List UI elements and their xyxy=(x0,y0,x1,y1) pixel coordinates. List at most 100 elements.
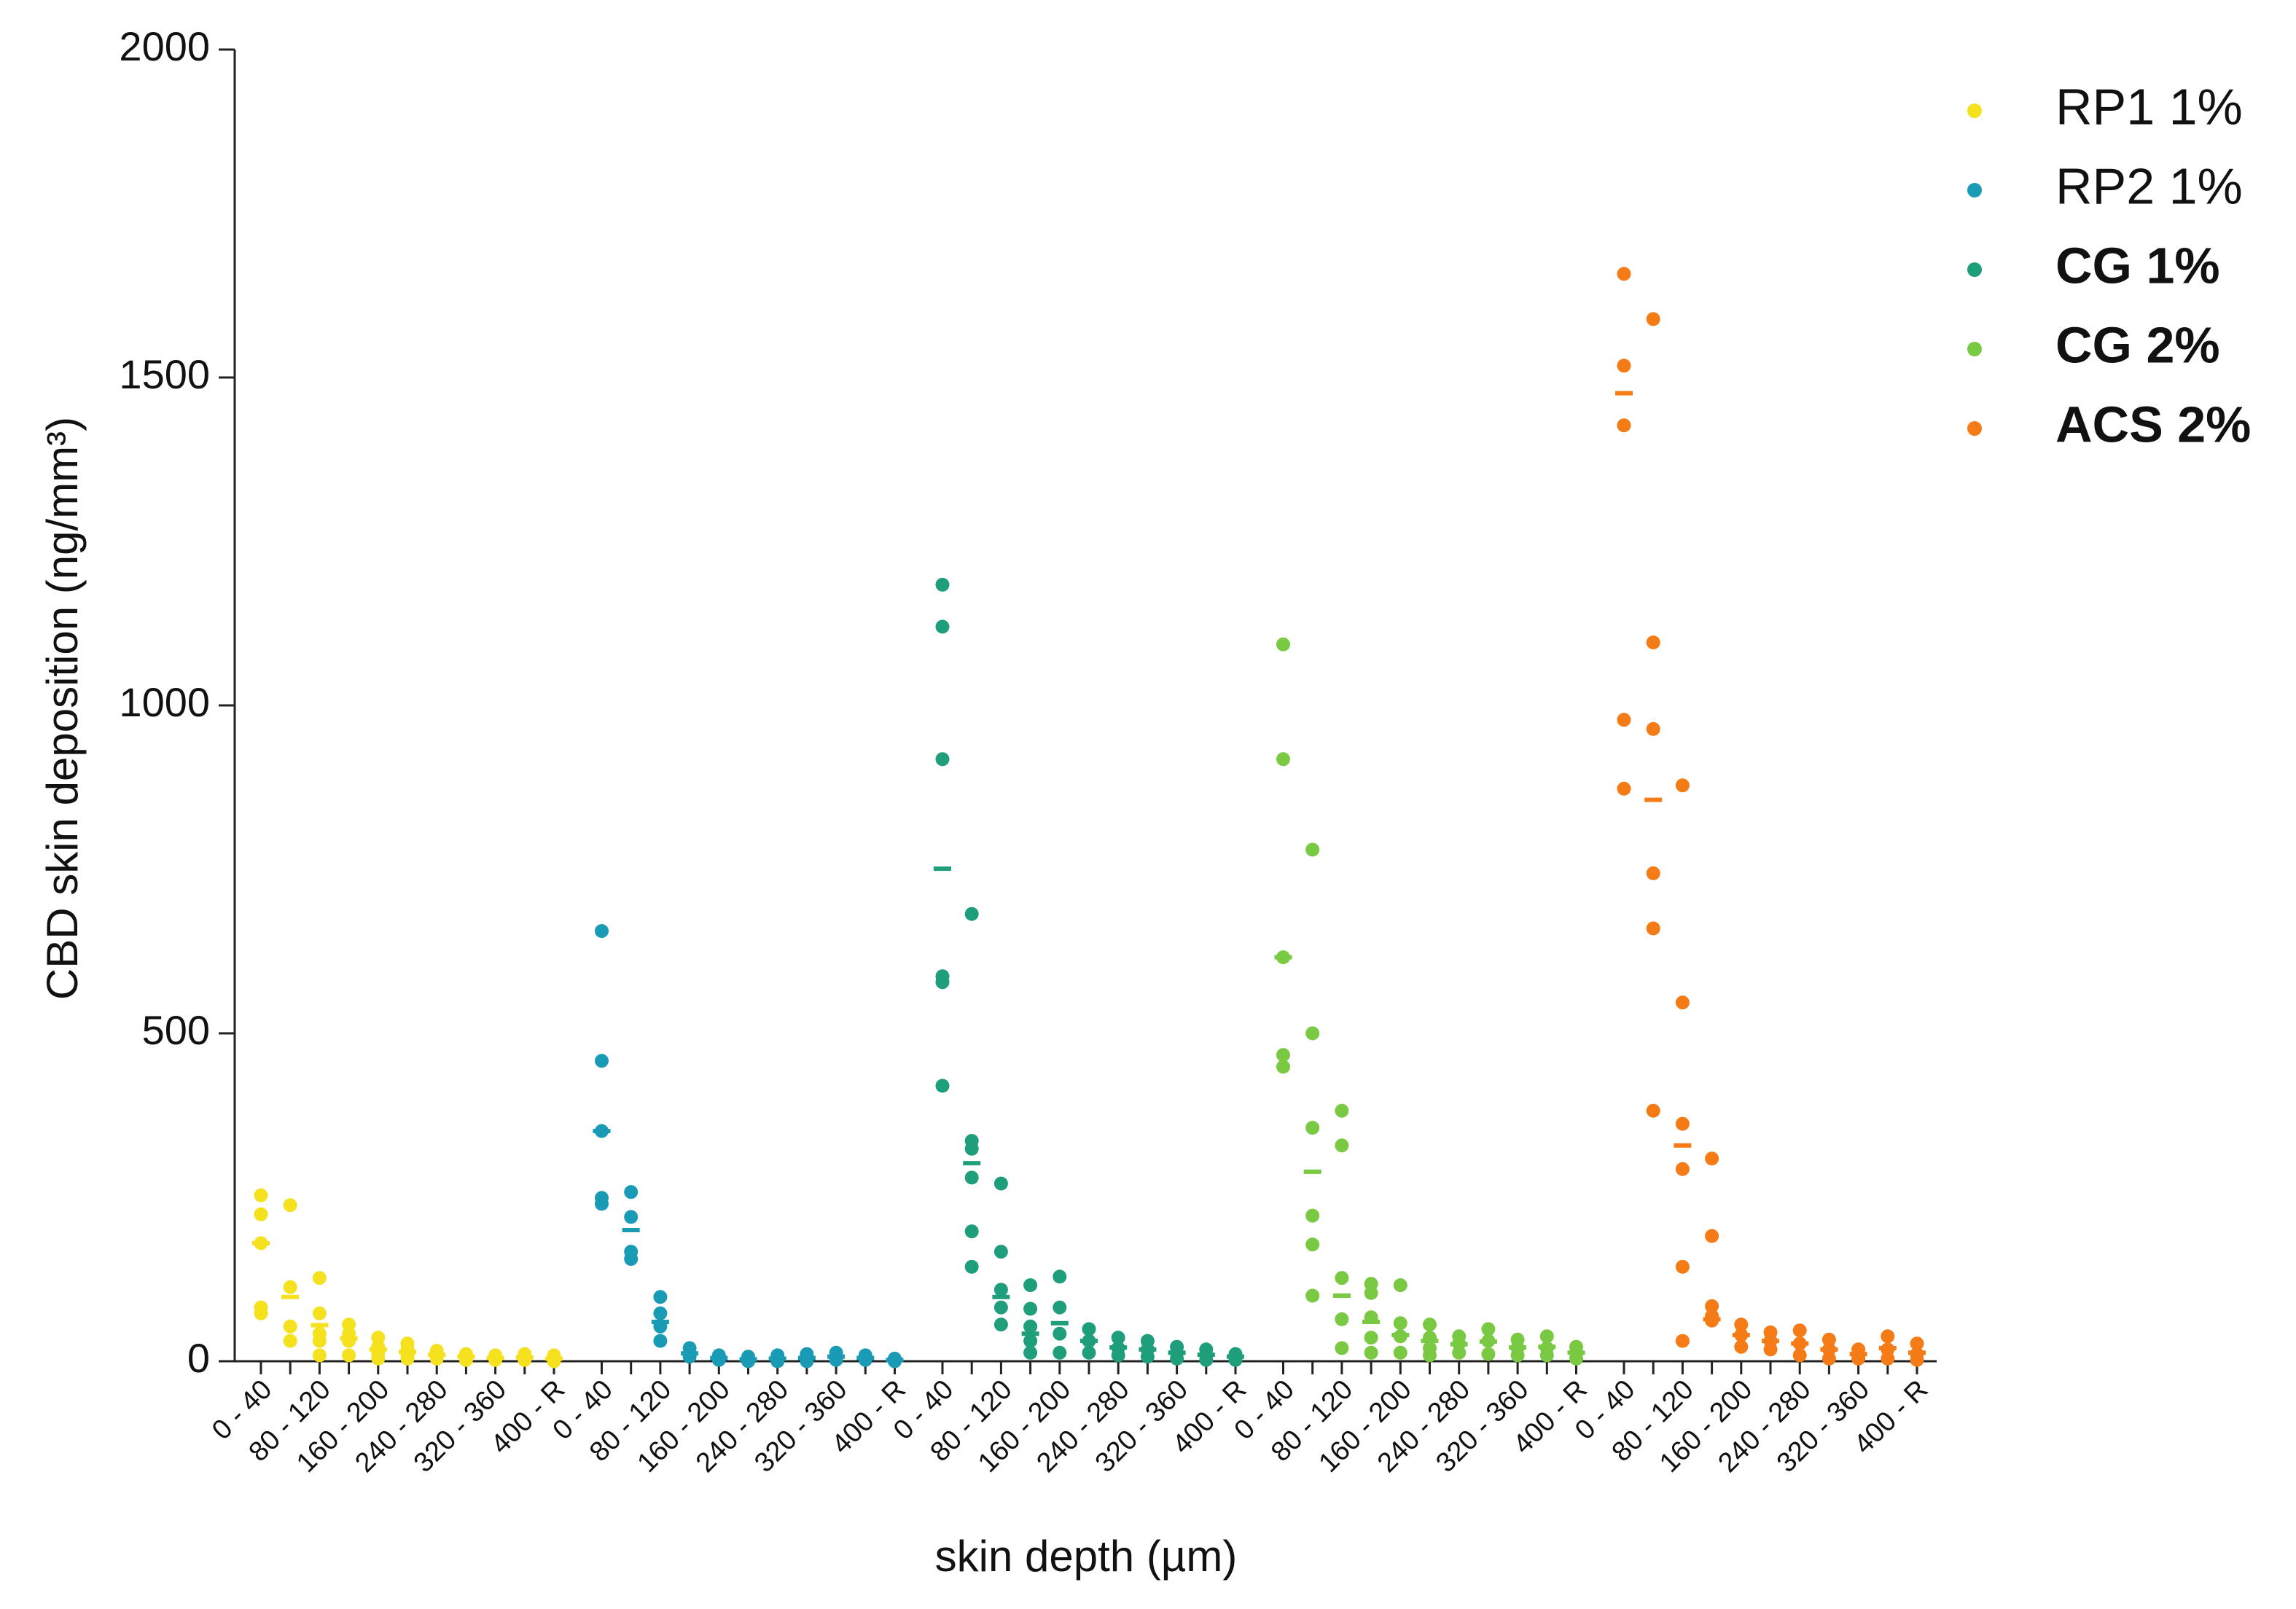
mean-bar xyxy=(681,1351,699,1356)
data-point xyxy=(935,975,950,990)
data-point xyxy=(1646,866,1660,880)
data-point xyxy=(1393,1316,1407,1331)
data-point xyxy=(371,1351,386,1366)
mean-bar xyxy=(827,1354,846,1359)
mean-bar xyxy=(1109,1345,1128,1350)
data-point xyxy=(1481,1347,1496,1361)
data-point xyxy=(770,1354,785,1369)
legend-marker xyxy=(1967,262,1982,277)
data-point xyxy=(1393,1345,1407,1360)
data-point xyxy=(595,924,609,939)
data-point xyxy=(653,1334,668,1348)
mean-bar xyxy=(651,1320,669,1324)
y-tick-label: 0 xyxy=(187,1335,210,1381)
data-point xyxy=(1646,1103,1660,1118)
mean-bar xyxy=(311,1323,329,1328)
data-point xyxy=(1023,1345,1038,1360)
data-point xyxy=(283,1334,297,1348)
mean-bar xyxy=(1168,1350,1186,1355)
mean-bar xyxy=(856,1355,875,1361)
mean-bar xyxy=(486,1355,504,1361)
data-point xyxy=(1617,267,1631,281)
data-point xyxy=(1792,1323,1807,1338)
data-point xyxy=(1617,781,1631,796)
data-point xyxy=(1821,1351,1836,1366)
data-point xyxy=(1335,1341,1349,1355)
mean-bar xyxy=(710,1355,728,1361)
mean-bar xyxy=(1908,1350,1926,1355)
data-point xyxy=(1170,1351,1184,1366)
data-point xyxy=(1675,1162,1690,1176)
data-point xyxy=(1276,752,1290,767)
data-point xyxy=(1675,1116,1690,1131)
data-point xyxy=(283,1198,297,1213)
mean-bar xyxy=(1197,1352,1215,1357)
data-point xyxy=(1423,1348,1437,1363)
mean-bar xyxy=(992,1294,1010,1299)
data-point xyxy=(653,1290,668,1304)
data-point xyxy=(964,907,979,921)
legend-label: RP1 1% xyxy=(2055,78,2243,135)
mean-bar xyxy=(1080,1339,1098,1344)
data-point xyxy=(624,1210,639,1224)
data-point xyxy=(1646,312,1660,326)
data-point xyxy=(1305,842,1320,857)
data-point xyxy=(1364,1345,1378,1360)
y-tick-label: 500 xyxy=(142,1007,210,1053)
data-point xyxy=(964,1224,979,1239)
data-point xyxy=(1675,995,1690,1010)
mean-bar xyxy=(1878,1346,1897,1350)
mean-bar xyxy=(886,1358,904,1363)
mean-bar xyxy=(622,1228,640,1232)
data-point xyxy=(342,1334,356,1348)
data-point xyxy=(1305,1237,1320,1252)
data-point xyxy=(312,1348,327,1363)
data-point xyxy=(1481,1322,1496,1336)
data-point xyxy=(993,1300,1008,1315)
mean-bar xyxy=(340,1336,358,1341)
mean-bar xyxy=(1332,1293,1351,1298)
legend-marker xyxy=(1967,342,1982,356)
data-point xyxy=(254,1207,268,1221)
data-point xyxy=(1023,1334,1038,1348)
data-point xyxy=(1276,1048,1290,1062)
data-point xyxy=(1276,1060,1290,1074)
mean-bar xyxy=(428,1352,446,1357)
data-point xyxy=(1705,1229,1719,1243)
mean-bar xyxy=(1820,1347,1838,1352)
mean-bar xyxy=(1274,955,1292,960)
data-point xyxy=(283,1319,297,1334)
data-point xyxy=(1821,1332,1836,1347)
data-point xyxy=(1082,1345,1096,1360)
data-point xyxy=(935,752,950,767)
mean-bar xyxy=(281,1294,300,1299)
mean-bar xyxy=(252,1241,270,1245)
data-point xyxy=(1305,1026,1320,1041)
y-axis-title: CBD skin deposition (ng/mm³) xyxy=(38,417,87,1000)
data-point xyxy=(1023,1301,1038,1316)
mean-bar xyxy=(1615,391,1633,396)
legend-label: RP2 1% xyxy=(2055,157,2243,214)
data-point xyxy=(1617,359,1631,373)
data-point xyxy=(312,1271,327,1285)
data-point xyxy=(1335,1138,1349,1153)
data-point xyxy=(1364,1331,1378,1345)
data-point xyxy=(1881,1351,1895,1366)
data-point xyxy=(1305,1208,1320,1223)
data-point xyxy=(1452,1345,1467,1360)
mean-bar xyxy=(1849,1352,1867,1357)
data-point xyxy=(1393,1278,1407,1293)
legend-label: ACS 2% xyxy=(2055,396,2251,453)
data-point xyxy=(964,1170,979,1185)
data-point xyxy=(935,1078,950,1093)
mean-bar xyxy=(1362,1320,1381,1324)
data-point xyxy=(400,1351,415,1366)
data-point xyxy=(1792,1348,1807,1363)
mean-bar xyxy=(1644,797,1663,802)
data-point xyxy=(1617,418,1631,433)
x-axis-title: skin depth (µm) xyxy=(935,1532,1238,1581)
mean-bar xyxy=(1674,1143,1692,1148)
data-point xyxy=(312,1334,327,1348)
data-point xyxy=(1646,635,1660,650)
data-point xyxy=(1023,1278,1038,1293)
